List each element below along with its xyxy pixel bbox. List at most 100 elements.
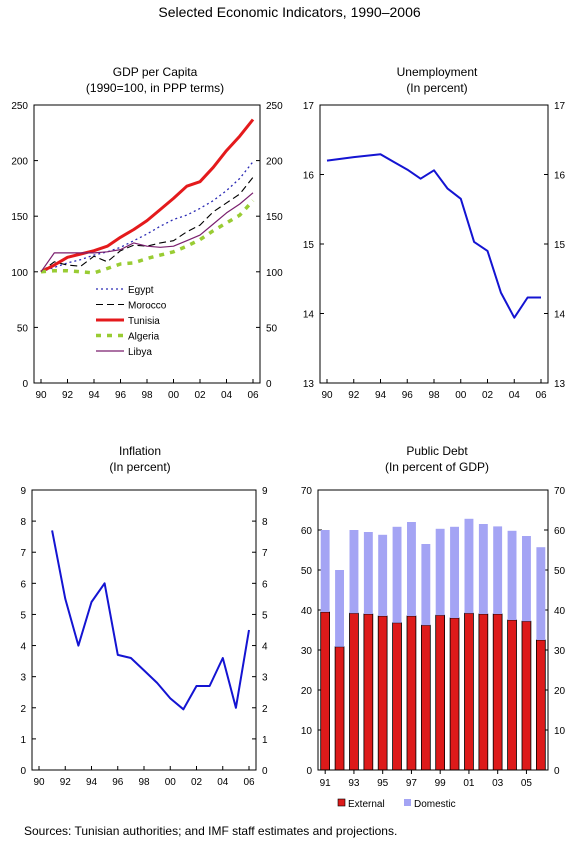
gdp-xtick-label: 96 xyxy=(115,390,127,401)
gdp-ytick-label-left: 50 xyxy=(17,323,29,334)
gdp-xtick-label: 90 xyxy=(35,390,47,401)
debt-bar-external xyxy=(464,612,474,771)
debt-xtick-label: 91 xyxy=(320,778,332,789)
inflation-ytick-label-left: 1 xyxy=(20,735,26,746)
unemployment-plot-frame xyxy=(319,104,549,384)
unemployment-ytick-label-right: 14 xyxy=(554,310,566,321)
debt-xtick-label: 93 xyxy=(348,778,360,789)
inflation-ytick-label-left: 4 xyxy=(20,642,26,653)
debt-bar-domestic xyxy=(450,526,459,618)
gdp-ytick-label-right: 150 xyxy=(266,212,283,223)
debt-xtick-label: 01 xyxy=(463,778,475,789)
debt-bar-external xyxy=(435,614,446,771)
debt-bar-domestic xyxy=(335,570,344,647)
gdp-ytick-label-right: 250 xyxy=(266,101,283,112)
debt-bar-external xyxy=(492,613,503,771)
debt-legend-swatch xyxy=(404,799,411,806)
gdp-series-libya xyxy=(40,192,254,273)
debt-xtick-label: 97 xyxy=(406,778,418,789)
debt-ytick-label-right: 40 xyxy=(554,606,566,617)
debt-xtick-label: 99 xyxy=(435,778,447,789)
inflation-ytick-label-left: 8 xyxy=(20,517,26,528)
gdp-xtick-label: 94 xyxy=(88,390,100,401)
gdp-ytick-label-right: 200 xyxy=(266,157,283,168)
debt-ytick-label-left: 0 xyxy=(306,766,312,777)
debt-ytick-label-left: 50 xyxy=(301,566,313,577)
debt-bar-external xyxy=(420,624,431,771)
debt-ytick-label-right: 70 xyxy=(554,486,566,497)
debt-bar-external xyxy=(536,639,546,771)
debt-bar-domestic xyxy=(507,530,517,620)
debt-legend-label: Domestic xyxy=(414,799,456,810)
gdp-legend-label: Algeria xyxy=(128,332,160,343)
inflation-ytick-label-left: 3 xyxy=(20,673,26,684)
debt-bar-domestic xyxy=(464,518,474,614)
debt-bar-domestic xyxy=(320,530,330,612)
debt-ytick-label-right: 10 xyxy=(554,726,566,737)
debt-bar-domestic xyxy=(478,524,488,614)
debt-bar-external xyxy=(521,620,532,771)
unemployment-xtick-label: 02 xyxy=(482,390,494,401)
gdp-xtick-label: 98 xyxy=(141,390,153,401)
gdp-legend-label: Libya xyxy=(128,347,152,358)
unemployment-xtick-label: 96 xyxy=(402,390,414,401)
unemployment-xtick-label: 92 xyxy=(348,390,360,401)
inflation-xtick-label: 90 xyxy=(33,777,45,788)
gdp-xtick-label: 06 xyxy=(247,390,259,401)
debt-subtitle: (In percent of GDP) xyxy=(385,460,489,474)
inflation-xtick-label: 92 xyxy=(60,777,72,788)
debt-chart: Public Debt (In percent of GDP) 0 010 1020… xyxy=(301,444,566,810)
debt-bar-domestic xyxy=(363,532,373,614)
debt-xtick-label: 03 xyxy=(492,778,504,789)
unemployment-xtick-label: 90 xyxy=(321,390,333,401)
debt-bar-external xyxy=(406,615,417,771)
debt-bar-external xyxy=(449,617,460,771)
inflation-ytick-label-left: 7 xyxy=(20,548,26,559)
debt-bar-domestic xyxy=(435,528,445,616)
inflation-xtick-label: 02 xyxy=(191,777,203,788)
gdp-ytick-label-left: 0 xyxy=(22,379,28,390)
gdp-xtick-label: 02 xyxy=(194,390,206,401)
source-note: Sources: Tunisian authorities; and IMF s… xyxy=(24,824,398,838)
gdp-series-tunisia xyxy=(40,118,255,274)
inflation-xtick-label: 98 xyxy=(138,777,150,788)
debt-xtick-label: 95 xyxy=(377,778,389,789)
unemployment-series-line xyxy=(326,153,541,319)
unemployment-ytick-label-left: 15 xyxy=(303,240,315,251)
debt-bar-domestic xyxy=(392,526,402,623)
inflation-ytick-label-right: 7 xyxy=(262,548,268,559)
inflation-ytick-label-right: 0 xyxy=(262,766,268,777)
debt-ytick-label-right: 60 xyxy=(554,526,566,537)
debt-ytick-label-left: 40 xyxy=(301,606,313,617)
unemployment-ytick-label-left: 13 xyxy=(303,379,315,390)
unemployment-chart: Unemployment (In percent) 13 13 14 14 15 15 16… xyxy=(303,65,566,401)
unemployment-xtick-label: 98 xyxy=(428,390,440,401)
debt-ytick-label-left: 20 xyxy=(301,686,313,697)
gdp-legend-label: Morocco xyxy=(128,301,167,312)
debt-bar-external xyxy=(334,646,345,771)
inflation-ytick-label-right: 2 xyxy=(262,704,268,715)
page-title: Selected Economic Indicators, 1990–2006 xyxy=(158,4,421,20)
gdp-ytick-label-right: 100 xyxy=(266,268,283,279)
gdp-ytick-label-right: 50 xyxy=(266,323,278,334)
debt-ytick-label-right: 30 xyxy=(554,646,566,657)
gdp-xtick-label: 92 xyxy=(62,390,74,401)
debt-legend-swatch xyxy=(337,798,346,807)
debt-bar-domestic xyxy=(349,530,359,614)
debt-bar-domestic xyxy=(421,544,431,626)
inflation-ytick-label-left: 0 xyxy=(20,766,26,777)
gdp-ytick-label-left: 200 xyxy=(11,157,28,168)
inflation-ytick-label-right: 9 xyxy=(262,486,268,497)
inflation-xtick-label: 06 xyxy=(243,777,255,788)
inflation-ytick-label-right: 6 xyxy=(262,579,268,590)
unemployment-ytick-label-right: 13 xyxy=(554,379,566,390)
debt-bar-external xyxy=(320,611,331,771)
inflation-ytick-label-right: 5 xyxy=(262,610,268,621)
debt-bar-external xyxy=(363,613,374,771)
inflation-ytick-label-left: 5 xyxy=(20,610,26,621)
inflation-title: Inflation xyxy=(119,444,161,458)
inflation-ytick-label-right: 3 xyxy=(262,673,268,684)
inflation-chart: Inflation (In percent) 0 01 12 23 34 45 56 67 78… xyxy=(20,444,268,788)
inflation-xtick-label: 04 xyxy=(217,777,229,788)
